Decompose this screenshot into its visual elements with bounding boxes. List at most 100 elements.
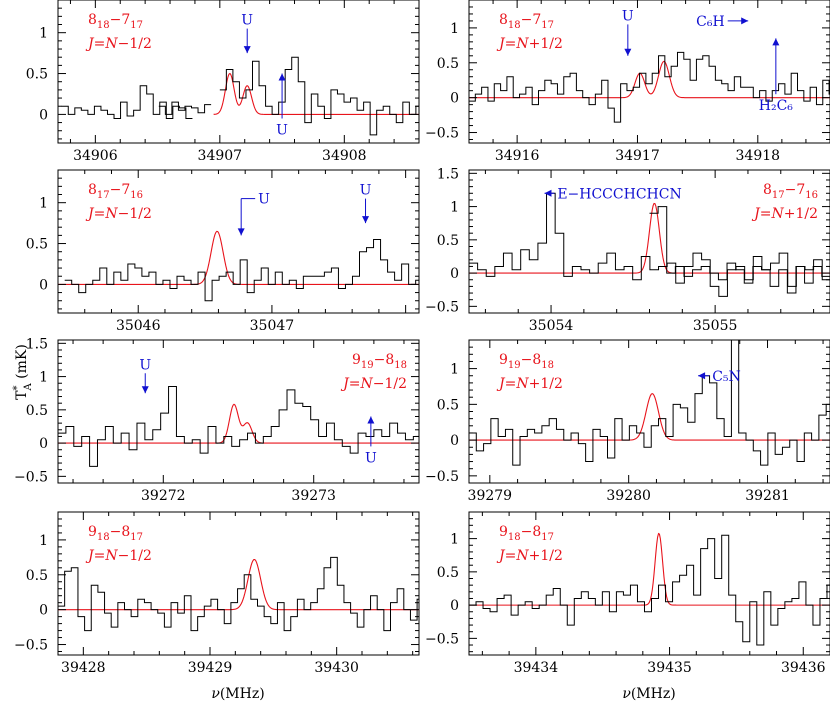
y-tick-label: −0.5 xyxy=(425,469,459,485)
y-tick-label: 1 xyxy=(450,21,459,37)
arrow-label: U xyxy=(258,192,270,208)
x-tick-label: 39429 xyxy=(188,660,233,676)
transition-label-part: J xyxy=(496,376,506,392)
transition-label-part: J xyxy=(496,36,506,52)
x-tick-label: 39272 xyxy=(141,488,186,504)
transition-label: 818−717 xyxy=(88,12,143,31)
arrow-head xyxy=(367,416,375,424)
transition-label: J=N+1/2 xyxy=(496,548,563,564)
transition-label-part: = xyxy=(760,206,772,222)
arrow-head xyxy=(362,216,370,224)
transition-label-part: 8 xyxy=(763,182,772,198)
y-tick-label: 0.5 xyxy=(26,568,48,584)
arrow-head xyxy=(698,372,706,380)
transition-label-part: 16 xyxy=(805,190,818,201)
y-tick-label: 1 xyxy=(39,370,48,386)
transition-label-part: 17 xyxy=(772,190,785,201)
transition-label-part: −8 xyxy=(521,352,542,368)
transition-label-part: 18 xyxy=(508,532,521,543)
plot-area xyxy=(469,192,830,297)
transition-label: J=N−1/2 xyxy=(85,206,152,222)
arrow-head xyxy=(141,386,149,394)
transition-label-part: J xyxy=(340,376,350,392)
transition-label: J=N−1/2 xyxy=(340,376,407,392)
observed-spectrum-1 xyxy=(158,101,212,115)
transition-label: J=N−1/2 xyxy=(85,36,152,52)
plot-area xyxy=(58,230,419,302)
arrow-head xyxy=(772,38,780,46)
model-line xyxy=(469,60,830,99)
transition-label-part: −1/2 xyxy=(118,206,152,222)
plot-area xyxy=(58,556,419,632)
y-tick-label: 0.5 xyxy=(437,56,459,72)
transition-label-part: 18 xyxy=(541,360,554,371)
panel-row4-left: 39428 39429 39430 −0.5 0 0.5 1 918−817 J=N−1/2 xyxy=(14,511,420,676)
transition-label-part: J xyxy=(85,36,95,52)
transition-label-part: = xyxy=(94,36,106,52)
transition-label-part: −7 xyxy=(110,12,131,28)
x-tick-label: 39280 xyxy=(606,488,651,504)
transition-label: 919−818 xyxy=(352,352,407,371)
observed-spectrum-0 xyxy=(469,192,830,297)
transition-label-part: J xyxy=(751,206,761,222)
x-tick-label: 39434 xyxy=(514,660,559,676)
y-tick-label: 0.5 xyxy=(26,67,48,83)
panel-frame xyxy=(57,169,420,314)
arrow-label: U xyxy=(365,450,377,466)
x-tick-label: 34917 xyxy=(615,148,660,164)
panel-frame xyxy=(57,0,420,144)
transition-label-part: −7 xyxy=(110,182,131,198)
y-tick-label: 0.5 xyxy=(437,233,459,249)
transition-label-part: = xyxy=(505,548,517,564)
y-tick-label: −0.5 xyxy=(425,631,459,647)
transition-label-part: 18 xyxy=(97,20,110,31)
arrow-label: U xyxy=(139,357,151,373)
x-tick-label: 34908 xyxy=(322,148,367,164)
transition-label-part: 17 xyxy=(130,20,143,31)
transition-label-part: 9 xyxy=(499,352,508,368)
transition-label-part: −1/2 xyxy=(118,36,152,52)
transition-label-part: +1/2 xyxy=(784,206,818,222)
y-tick-label: 0.5 xyxy=(437,565,459,581)
model-line xyxy=(469,532,830,606)
arrow-label: U xyxy=(622,8,634,24)
panel-row2-right: 35054 35055−0.500.511.5817−716J=N+1/2E−HC… xyxy=(425,166,830,334)
y-tick-label: 0 xyxy=(450,598,459,614)
x-tick-label: 34906 xyxy=(73,148,118,164)
transition-label-part: −8 xyxy=(374,352,395,368)
panels-group: 34906 34907 3490800.51818−717J=N−1/2UU3491… xyxy=(14,0,830,676)
x-axis-title-right: ν(MHz) xyxy=(622,686,675,702)
model-line xyxy=(213,73,419,115)
y-axis-title: T*A (mK) xyxy=(12,344,34,400)
transition-label-part: N xyxy=(104,548,118,564)
panel-frame xyxy=(57,511,420,656)
arrow-head xyxy=(237,228,245,236)
arrow-label: C₅N xyxy=(712,369,741,385)
observed-spectrum-0 xyxy=(61,85,193,119)
transition-label-part: J xyxy=(85,206,95,222)
plot-area xyxy=(58,386,419,467)
x-tick-label: 35046 xyxy=(116,318,161,334)
x-axis-title-left: ν(MHz) xyxy=(211,686,264,702)
transition-label-part: N xyxy=(104,206,118,222)
observed-spectrum-0 xyxy=(469,534,830,646)
transition-label-part: −1/2 xyxy=(373,376,407,392)
y-tick-label: 1 xyxy=(39,196,48,212)
y-tick-label: 0 xyxy=(450,91,459,107)
observed-spectrum-1 xyxy=(649,206,830,294)
transition-label-part: J xyxy=(496,548,506,564)
observed-spectrum-2 xyxy=(219,56,419,136)
transition-label-part: −7 xyxy=(521,12,542,28)
plot-area xyxy=(469,51,830,123)
x-tick-label: 39435 xyxy=(647,660,692,676)
transition-label-part: N xyxy=(515,376,529,392)
y-tick-label: 0 xyxy=(450,266,459,282)
x-tick-label: 34907 xyxy=(198,148,243,164)
y-tick-label: −0.5 xyxy=(425,299,459,315)
arrow-label: C₆H xyxy=(696,14,725,30)
model-line xyxy=(58,403,419,444)
model-line xyxy=(469,393,830,441)
y-tick-label: 1.5 xyxy=(26,336,48,352)
